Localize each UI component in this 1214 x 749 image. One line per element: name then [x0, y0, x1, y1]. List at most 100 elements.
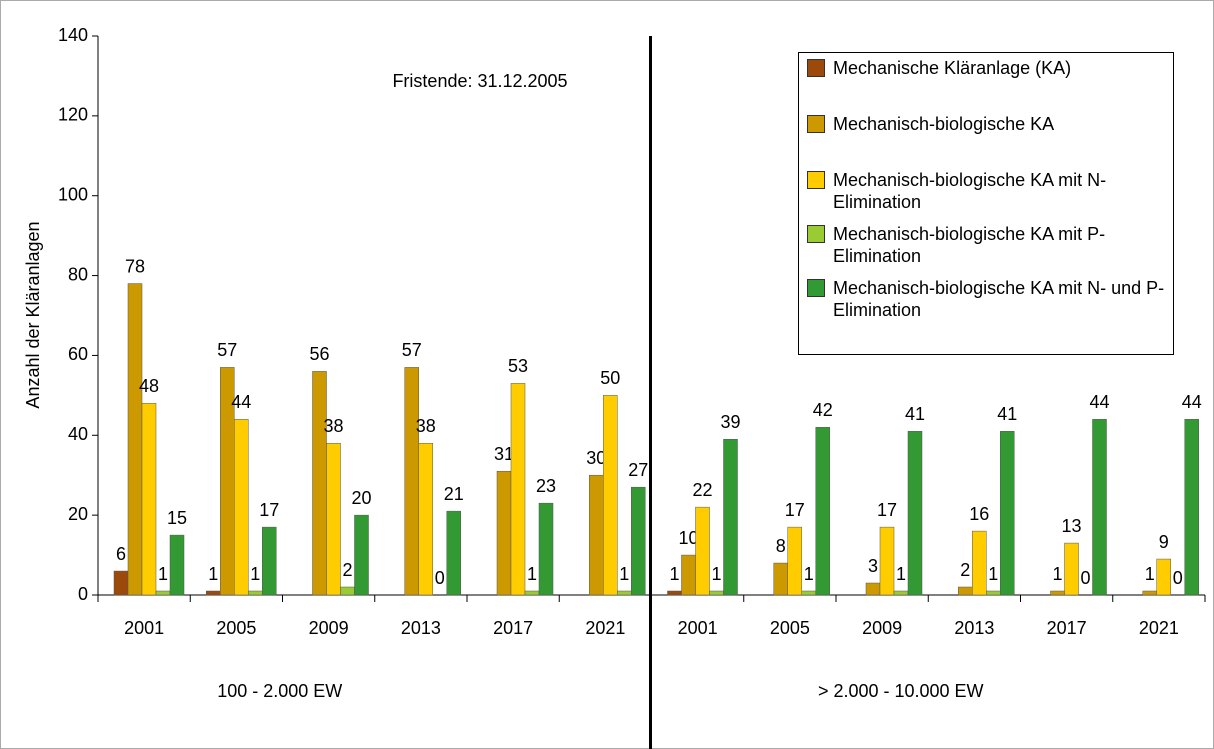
value-label: 2 [960, 560, 970, 580]
value-label: 1 [208, 564, 218, 584]
value-label: 41 [997, 404, 1017, 424]
legend-entry: Mechanische Kläranlage (KA) [807, 57, 1173, 113]
value-label: 1 [250, 564, 260, 584]
bar [1156, 558, 1171, 596]
value-label: 50 [600, 368, 620, 388]
bar [206, 590, 221, 596]
legend-entry: Mechanisch-biologische KA mit N-Eliminat… [807, 169, 1173, 223]
value-label: 15 [167, 508, 187, 528]
bar [538, 502, 554, 596]
value-label: 53 [508, 356, 528, 376]
value-label: 17 [877, 500, 897, 520]
bar [893, 590, 909, 596]
bar [141, 403, 157, 596]
legend-label: Mechanisch-biologische KA [833, 114, 1055, 134]
bar [773, 562, 788, 596]
bar [404, 367, 419, 596]
legend-label: Mechanisch-biologische KA mit N-Eliminat… [833, 170, 1107, 212]
bar [169, 534, 185, 596]
value-label: 17 [785, 500, 805, 520]
bar [312, 371, 327, 596]
value-label: 0 [1080, 568, 1090, 588]
annotation: Fristende: 31.12.2005 [392, 71, 567, 91]
legend-swatch [807, 59, 825, 77]
bar [1092, 419, 1107, 596]
bar [1000, 431, 1015, 596]
bar [496, 470, 512, 596]
x-tick-label: 2005 [216, 618, 256, 638]
value-label: 16 [969, 504, 989, 524]
bar [510, 383, 526, 596]
bar [603, 395, 618, 596]
group-label: > 2.000 - 10.000 EW [818, 681, 984, 701]
value-label: 1 [1052, 564, 1062, 584]
x-tick-label: 2001 [678, 618, 718, 638]
value-label: 56 [309, 344, 329, 364]
bar [113, 570, 129, 596]
legend-swatch [807, 279, 825, 297]
y-tick-label: 80 [68, 264, 88, 284]
bar [262, 526, 277, 596]
bar [446, 510, 461, 596]
value-label: 10 [678, 528, 698, 548]
y-tick-label: 40 [68, 424, 88, 444]
bar [787, 526, 802, 596]
legend-swatch [807, 225, 825, 243]
legend: Mechanische Kläranlage (KA) Mechanisch-bi… [798, 52, 1174, 355]
bar [1184, 419, 1199, 596]
value-label: 30 [586, 448, 606, 468]
y-axis-label: Anzahl der Kläranlagen [23, 221, 43, 408]
value-label: 39 [720, 412, 740, 432]
bar [631, 486, 646, 596]
bar [155, 590, 171, 596]
x-tick-label: 2001 [124, 618, 164, 638]
value-label: 1 [988, 564, 998, 584]
bar [723, 439, 738, 596]
legend-swatch [807, 115, 825, 133]
group-label: 100 - 2.000 EW [217, 681, 342, 701]
bar [1050, 590, 1065, 596]
value-label: 41 [905, 404, 925, 424]
value-label: 22 [692, 480, 712, 500]
legend-entry: Mechanisch-biologische KA [807, 113, 1173, 169]
x-tick-label: 2013 [401, 618, 441, 638]
bar [524, 590, 540, 596]
x-tick-label: 2013 [954, 618, 994, 638]
value-label: 31 [494, 444, 514, 464]
value-label: 48 [139, 376, 159, 396]
x-tick-label: 2017 [1047, 618, 1087, 638]
value-label: 13 [1061, 516, 1081, 536]
value-label: 3 [868, 556, 878, 576]
bar [695, 506, 710, 596]
legend-swatch [807, 171, 825, 189]
value-label: 1 [1145, 564, 1155, 584]
y-tick-label: 100 [58, 184, 88, 204]
bar [418, 443, 433, 596]
y-tick-label: 0 [78, 584, 88, 604]
x-tick-label: 2021 [1139, 618, 1179, 638]
value-label: 21 [444, 484, 464, 504]
legend-label: Mechanisch-biologische KA mit N- und P-E… [833, 278, 1165, 320]
bar [248, 590, 263, 596]
value-label: 78 [125, 256, 145, 276]
value-label: 1 [527, 564, 537, 584]
y-tick-label: 60 [68, 344, 88, 364]
bar [986, 590, 1001, 596]
value-label: 2 [342, 560, 352, 580]
value-label: 1 [669, 564, 679, 584]
value-label: 17 [259, 500, 279, 520]
value-label: 1 [711, 564, 721, 584]
x-tick-label: 2005 [770, 618, 810, 638]
value-label: 44 [1089, 392, 1109, 412]
bar [801, 590, 816, 596]
value-label: 38 [323, 416, 343, 436]
value-label: 0 [1173, 568, 1183, 588]
x-tick-label: 2017 [493, 618, 533, 638]
y-tick-label: 20 [68, 504, 88, 524]
x-tick-label: 2009 [862, 618, 902, 638]
bar [709, 590, 724, 596]
value-label: 57 [217, 340, 237, 360]
bar [326, 443, 341, 596]
